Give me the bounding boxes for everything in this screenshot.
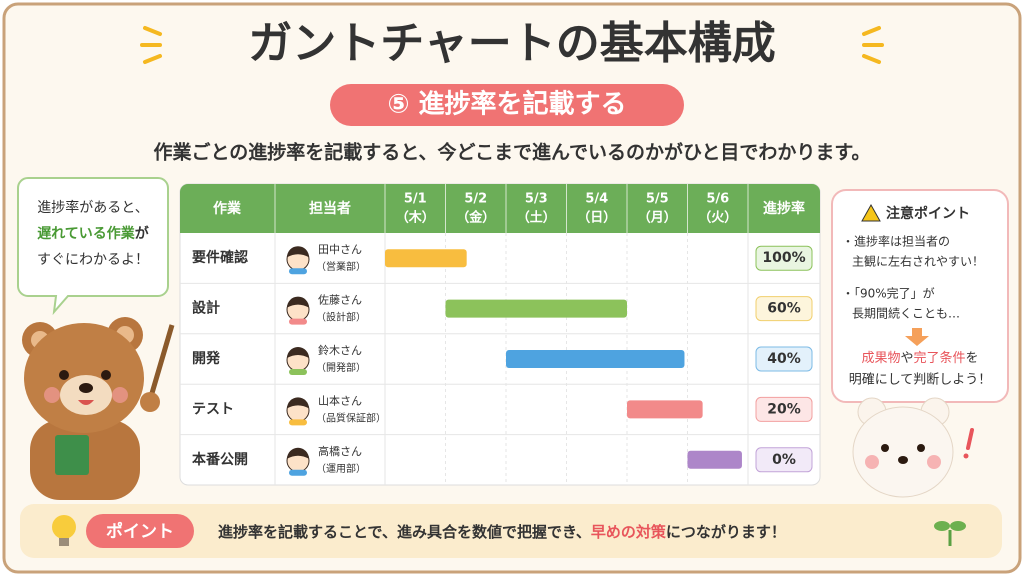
- task-name: 開発: [192, 350, 221, 367]
- progress-badge: [755, 396, 813, 422]
- column-header: 担当者: [309, 200, 351, 217]
- point-bar: [20, 504, 1002, 558]
- description: 作業ごとの進捗率を記載すると、今どこまで進んでいるのかがひと目でわかります。: [153, 141, 870, 164]
- speech-line: 進捗率があると、: [37, 199, 148, 216]
- gantt-bar: [385, 249, 467, 268]
- progress-value: 40%: [767, 351, 801, 367]
- speech-line: 遅れている作業が: [37, 225, 150, 242]
- person-dept: （品質保証部）: [316, 411, 386, 424]
- day-date: 5/6: [706, 192, 729, 207]
- sprout-icon: [934, 521, 966, 546]
- speech-line: すぐにわかるよ！: [37, 252, 149, 268]
- day-weekday: （金）: [456, 210, 495, 226]
- person-name: 鈴木さん: [318, 343, 362, 357]
- section-title: ⑤ 進捗率を記載する: [387, 89, 626, 120]
- day-weekday: （土）: [517, 210, 556, 226]
- bulb-base: [59, 538, 69, 546]
- person-name: 田中さん: [318, 243, 362, 256]
- avatar-body: [289, 318, 307, 325]
- day-weekday: （日）: [577, 210, 616, 226]
- bear-illustration: [22, 317, 175, 500]
- white-bear-illustration: [852, 397, 974, 498]
- day-date: 5/2: [464, 192, 487, 207]
- note-box: [831, 189, 1009, 403]
- progress-value: 100%: [762, 250, 805, 266]
- day-weekday: （火）: [698, 210, 737, 226]
- note-conclusion: 成果物や完了条件を: [861, 350, 978, 366]
- person-name: 佐藤さん: [318, 293, 362, 307]
- note-text: 長期間続くことも…: [852, 307, 960, 321]
- note-text: 主観に左右されやすい！: [852, 254, 984, 269]
- day-date: 5/5: [646, 192, 669, 207]
- avatar-hair: [287, 246, 309, 258]
- point-badge: [86, 514, 194, 548]
- person-name: 山本さん: [318, 393, 362, 407]
- column-header: 作業: [213, 200, 242, 217]
- day-weekday: （木）: [396, 210, 435, 226]
- gantt-bar: [506, 350, 685, 368]
- progress-badge: [755, 296, 813, 322]
- note-text: ・進捗率は担当者の: [842, 234, 950, 249]
- point-label: ポイント: [106, 521, 174, 542]
- task-name: テスト: [192, 401, 234, 417]
- task-name: 要件確認: [192, 249, 248, 266]
- avatar-body: [289, 469, 307, 476]
- person-dept: （設計部）: [316, 311, 366, 324]
- note-text: を: [966, 351, 979, 366]
- progress-value: 60%: [767, 301, 801, 317]
- person-dept: （営業部）: [316, 260, 366, 273]
- note-title: 注意ポイント: [886, 205, 970, 222]
- note-highlight: 完了条件: [914, 350, 966, 366]
- note-conclusion: 明確にして判断しよう！: [849, 372, 992, 388]
- avatar-body: [289, 268, 307, 275]
- task-name: 本番公開: [192, 451, 248, 468]
- person-name: 高橋さん: [318, 444, 362, 458]
- note-text: ・「90%完了」が: [842, 286, 935, 301]
- avatar-hair: [287, 296, 309, 308]
- progress-value: 0%: [772, 452, 796, 468]
- point-text-part: 進捗率を記載することで、進み具合を数値で把握でき、: [218, 523, 591, 541]
- column-header: 進捗率: [763, 200, 805, 217]
- point-text: 進捗率を記載することで、進み具合を数値で把握でき、早めの対策につながります！: [218, 523, 786, 541]
- gantt-bar: [627, 400, 703, 419]
- speech-highlight: 遅れている作業: [37, 225, 136, 242]
- title: ガントチャートの基本構成: [248, 18, 776, 69]
- gantt-table: 作業 担当者 進捗率 5/1 （木） 5/2 （金） 5/3 （土） 5/4 （日） 5/5 （月） 5/…: [179, 183, 821, 486]
- progress-badge: [755, 245, 813, 271]
- avatar-body: [289, 419, 307, 426]
- speech-text: が: [135, 225, 150, 242]
- point-text-part: につながります！: [666, 523, 786, 541]
- note-text: や: [900, 351, 913, 366]
- person-dept: （運用部）: [316, 462, 366, 475]
- day-date: 5/4: [585, 192, 608, 207]
- table-header: [180, 184, 820, 233]
- gantt-bar: [445, 299, 627, 318]
- person-dept: （開発部）: [316, 361, 366, 374]
- day-date: 5/1: [404, 192, 427, 207]
- warning-icon: [861, 203, 881, 222]
- progress-badge: [755, 447, 813, 473]
- task-name: 設計: [192, 300, 220, 317]
- avatar-hair: [287, 447, 309, 459]
- note-highlight: 成果物: [861, 351, 900, 366]
- bulb-icon: [52, 515, 76, 539]
- avatar-hair: [287, 397, 309, 409]
- arrow: [905, 328, 929, 346]
- avatar-hair: [287, 347, 309, 358]
- speech-bubble: [17, 177, 169, 316]
- section-badge: [330, 84, 684, 126]
- avatar-body: [289, 369, 307, 375]
- point-highlight: 早めの対策: [591, 523, 667, 541]
- gantt-bar: [687, 450, 742, 469]
- sparkles: [140, 26, 884, 64]
- day-weekday: （月）: [638, 210, 677, 226]
- progress-badge: [755, 346, 813, 372]
- day-date: 5/3: [525, 192, 548, 207]
- progress-value: 20%: [767, 401, 801, 417]
